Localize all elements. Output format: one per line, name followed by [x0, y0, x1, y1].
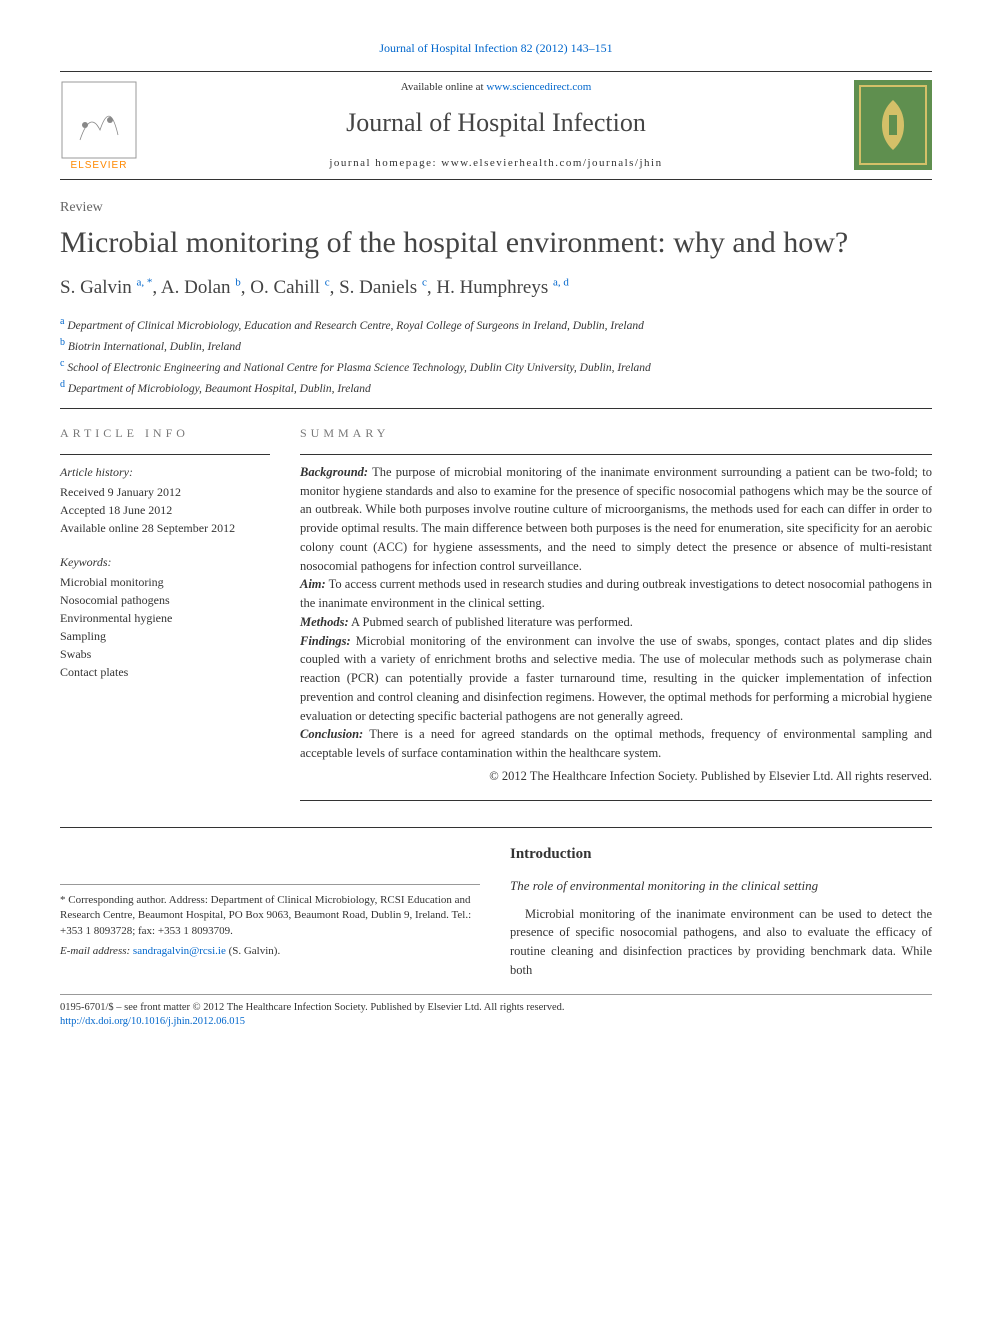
background-label: Background:: [300, 465, 368, 479]
background-text: The purpose of microbial monitoring of t…: [300, 465, 932, 573]
keywords-heading: Keywords:: [60, 553, 270, 571]
info-summary-row: ARTICLE INFO Article history: Received 9…: [60, 425, 932, 809]
journal-homepage: journal homepage: www.elsevierhealth.com…: [148, 156, 844, 171]
footer-doi: http://dx.doi.org/10.1016/j.jhin.2012.06…: [60, 1015, 932, 1030]
methods-text: A Pubmed search of published literature …: [349, 615, 633, 629]
aim-text: To access current methods used in resear…: [300, 577, 932, 610]
corr-address: * Corresponding author. Address: Departm…: [60, 893, 480, 941]
methods-label: Methods:: [300, 615, 349, 629]
doi-link[interactable]: http://dx.doi.org/10.1016/j.jhin.2012.06…: [60, 1016, 245, 1027]
keyword: Contact plates: [60, 663, 270, 681]
article-type: Review: [60, 198, 932, 218]
history-line: Received 9 January 2012: [60, 483, 270, 501]
history-heading: Article history:: [60, 463, 270, 481]
journal-logo: [854, 80, 932, 170]
elsevier-logo: ELSEVIER: [60, 80, 138, 170]
affiliation-line: a Department of Clinical Microbiology, E…: [60, 314, 932, 335]
conclusion-label: Conclusion:: [300, 727, 363, 741]
keyword: Nosocomial pathogens: [60, 591, 270, 609]
sciencedirect-link[interactable]: www.sciencedirect.com: [486, 81, 591, 93]
branding-center: Available online at www.sciencedirect.co…: [138, 80, 854, 171]
journal-name: Journal of Hospital Infection: [148, 105, 844, 141]
homepage-url: www.elsevierhealth.com/journals/jhin: [441, 157, 662, 169]
keywords-block: Keywords: Microbial monitoringNosocomial…: [60, 553, 270, 681]
aim-label: Aim:: [300, 577, 326, 591]
history-line: Available online 28 September 2012: [60, 519, 270, 537]
available-online: Available online at www.sciencedirect.co…: [148, 80, 844, 95]
divider: [300, 454, 932, 455]
divider: [300, 800, 932, 801]
homepage-label: journal homepage:: [329, 157, 441, 169]
affiliations: a Department of Clinical Microbiology, E…: [60, 314, 932, 398]
svg-text:ELSEVIER: ELSEVIER: [71, 160, 128, 170]
email-link[interactable]: sandragalvin@rcsi.ie: [133, 945, 226, 957]
affiliation-line: c School of Electronic Engineering and N…: [60, 356, 932, 377]
history-line: Accepted 18 June 2012: [60, 501, 270, 519]
email-suffix: (S. Galvin).: [226, 945, 280, 957]
keyword: Environmental hygiene: [60, 609, 270, 627]
journal-reference: Journal of Hospital Infection 82 (2012) …: [60, 40, 932, 57]
article-info-label: ARTICLE INFO: [60, 425, 270, 442]
summary-text: Background: The purpose of microbial mon…: [300, 463, 932, 786]
corresponding-note: * Corresponding author. Address: Departm…: [60, 884, 480, 961]
findings-label: Findings:: [300, 634, 351, 648]
available-prefix: Available online at: [401, 81, 487, 93]
affiliation-line: b Biotrin International, Dublin, Ireland: [60, 335, 932, 356]
affiliation-line: d Department of Microbiology, Beaumont H…: [60, 377, 932, 398]
email-line: E-mail address: sandragalvin@rcsi.ie (S.…: [60, 944, 480, 960]
conclusion-text: There is a need for agreed standards on …: [300, 727, 932, 760]
article-title: Microbial monitoring of the hospital env…: [60, 224, 932, 262]
divider: [60, 408, 932, 409]
keyword: Swabs: [60, 645, 270, 663]
branding-bar: ELSEVIER Available online at www.science…: [60, 71, 932, 180]
intro-row: * Corresponding author. Address: Departm…: [60, 844, 932, 980]
summary-col: SUMMARY Background: The purpose of micro…: [300, 425, 932, 809]
authors-line: S. Galvin a, *, A. Dolan b, O. Cahill c,…: [60, 275, 932, 302]
introduction-subheading: The role of environmental monitoring in …: [510, 877, 932, 895]
footer-issn: 0195-6701/$ – see front matter © 2012 Th…: [60, 1001, 932, 1016]
divider: [60, 454, 270, 455]
summary-copyright: © 2012 The Healthcare Infection Society.…: [300, 767, 932, 786]
divider: [60, 827, 932, 828]
corresponding-author-col: * Corresponding author. Address: Departm…: [60, 844, 480, 980]
summary-label: SUMMARY: [300, 425, 932, 442]
keyword: Microbial monitoring: [60, 573, 270, 591]
footer-divider: [60, 994, 932, 995]
article-history: Article history: Received 9 January 2012…: [60, 463, 270, 537]
findings-text: Microbial monitoring of the environment …: [300, 634, 932, 723]
keyword: Sampling: [60, 627, 270, 645]
introduction-heading: Introduction: [510, 844, 932, 865]
article-info-col: ARTICLE INFO Article history: Received 9…: [60, 425, 270, 809]
introduction-col: Introduction The role of environmental m…: [510, 844, 932, 980]
email-label: E-mail address:: [60, 945, 133, 957]
introduction-body: Microbial monitoring of the inanimate en…: [510, 905, 932, 980]
